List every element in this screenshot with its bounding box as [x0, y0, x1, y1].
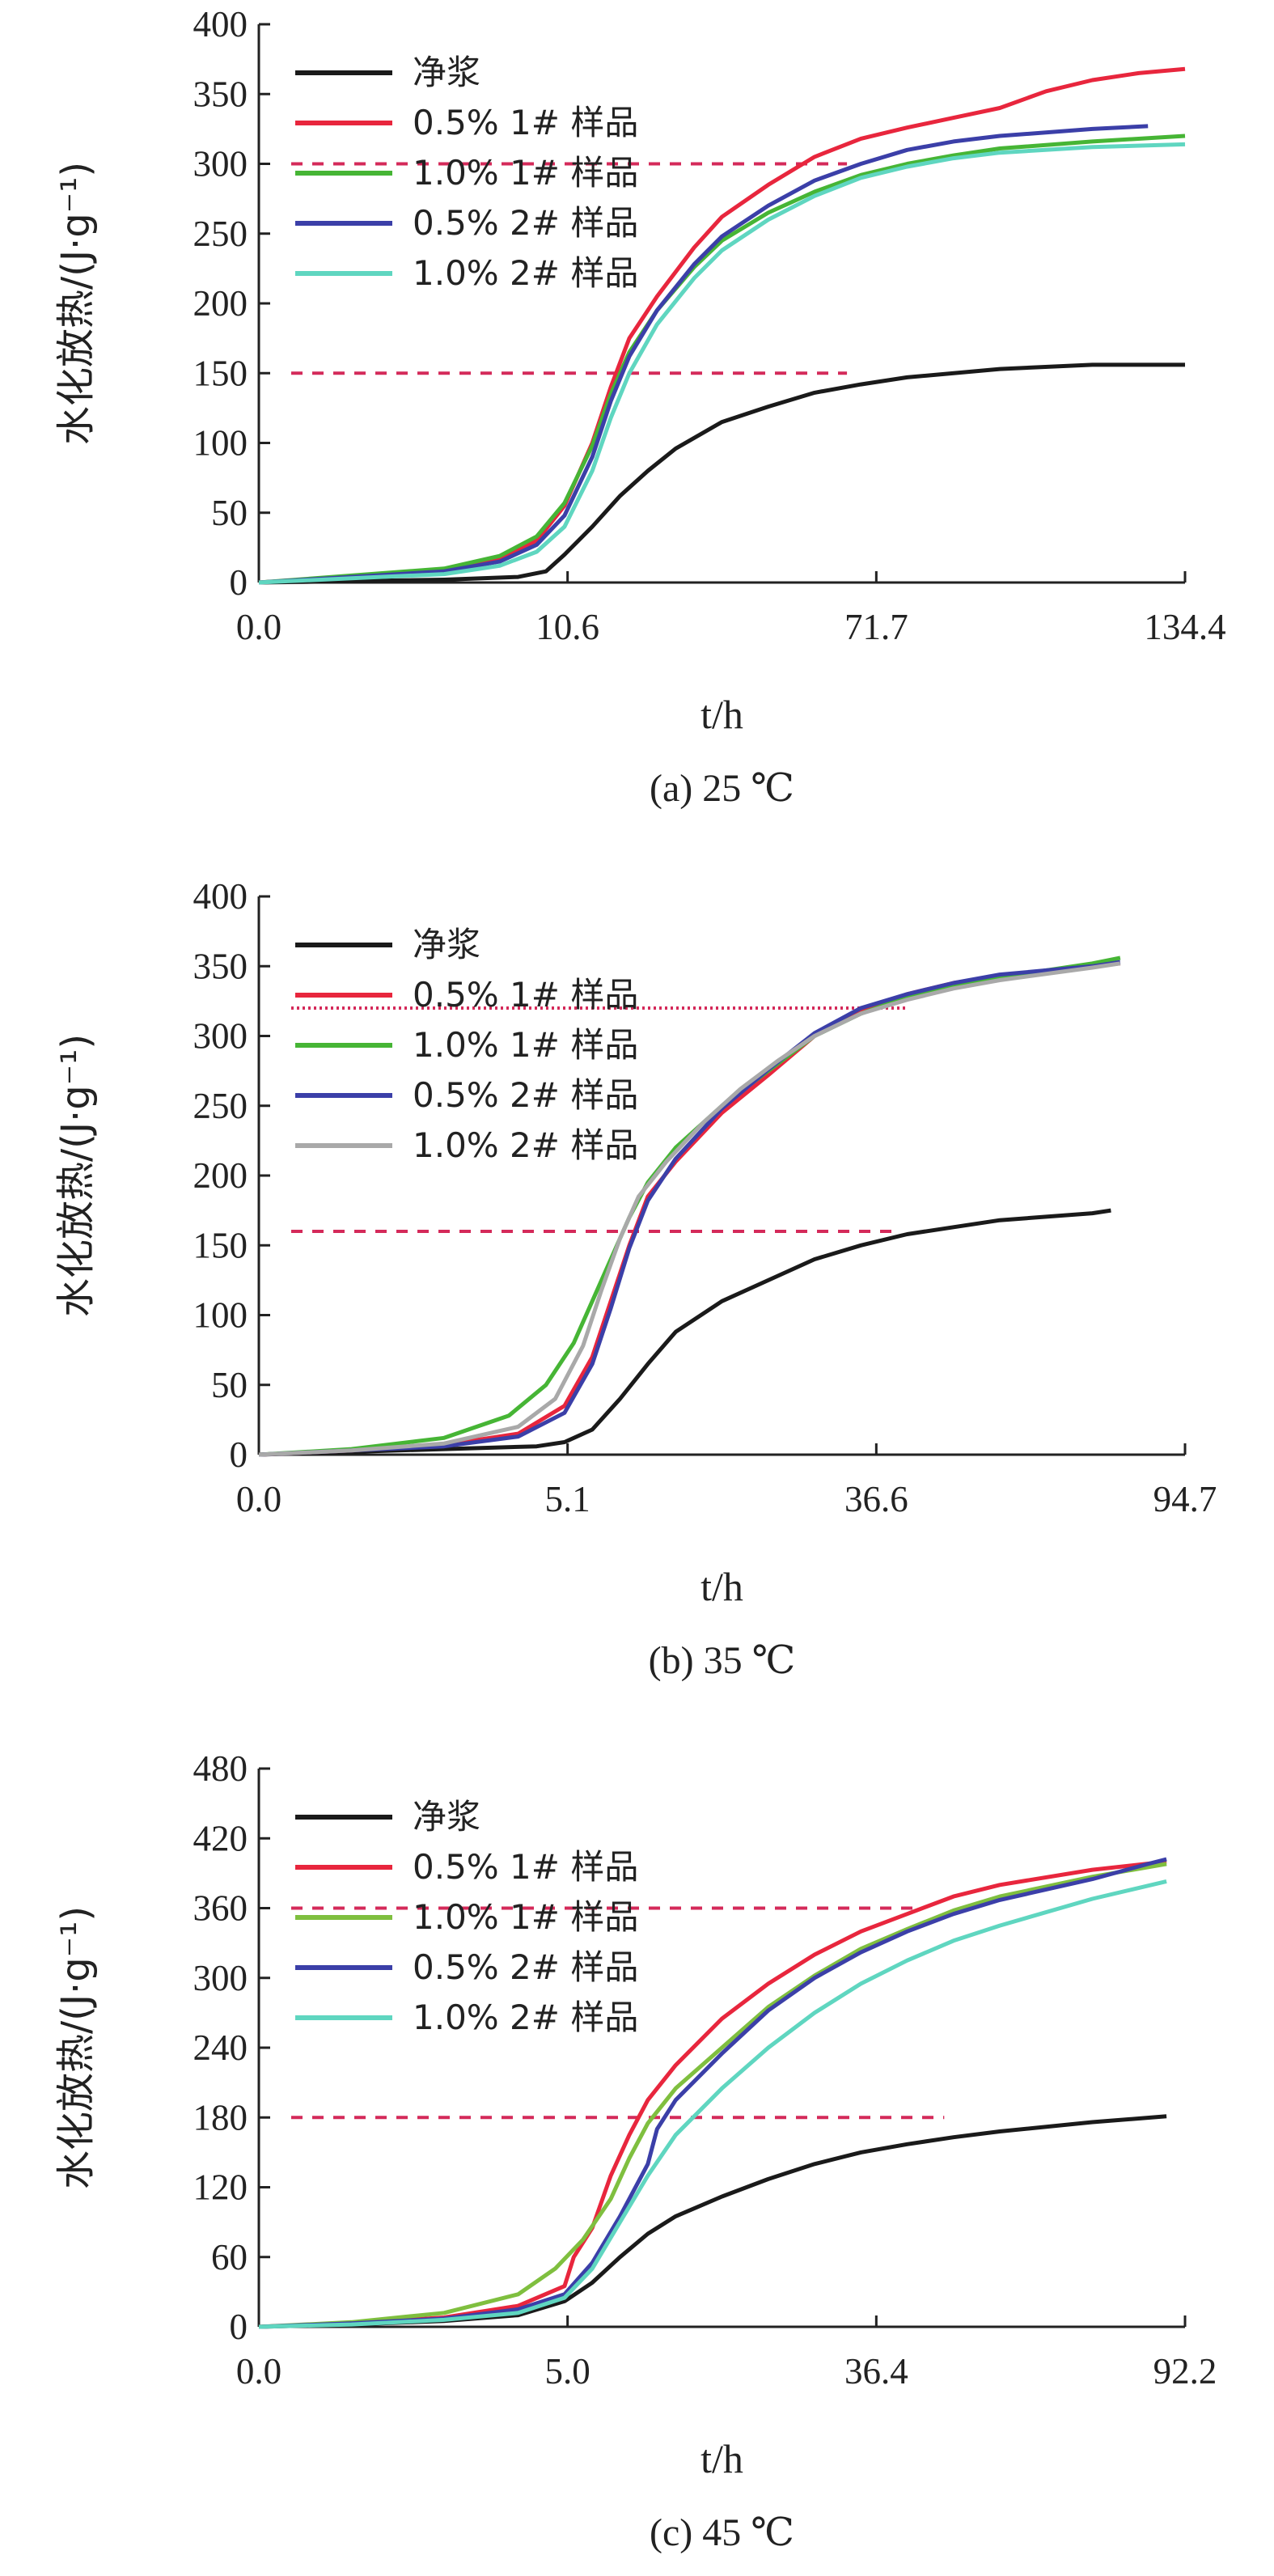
- x-tick-label: 5.0: [545, 2351, 590, 2392]
- y-tick-label: 420: [193, 1818, 248, 1858]
- x-tick-label: 36.4: [844, 2351, 908, 2392]
- legend-label: 0.5% 1# 样品: [413, 1847, 638, 1887]
- legend-label: 1.0% 1# 样品: [413, 1025, 638, 1065]
- panel-caption: (b) 35 ℃: [649, 1639, 796, 1682]
- y-tick-label: 200: [193, 1155, 248, 1196]
- y-tick-label: 300: [193, 1958, 248, 1998]
- legend-label: 0.5% 1# 样品: [413, 103, 638, 142]
- legend-label: 净浆: [413, 53, 480, 92]
- series-line-1: [258, 2114, 1167, 2329]
- series-line-1: [258, 362, 1185, 585]
- y-tick-label: 350: [193, 74, 248, 114]
- y-tick-label: 300: [193, 1016, 248, 1057]
- series-line-4: [258, 960, 1121, 1457]
- y-tick-label: 300: [193, 144, 248, 184]
- x-tick-label: 134.4: [1144, 607, 1225, 647]
- series-line-5: [258, 961, 1121, 1457]
- y-tick-label: 200: [193, 283, 248, 324]
- legend-label: 净浆: [413, 925, 480, 964]
- panel-caption: (c) 45 ℃: [650, 2511, 794, 2554]
- y-tick-label: 50: [211, 1365, 248, 1405]
- x-tick-label: 5.1: [545, 1479, 590, 1519]
- chart-panel-3: 0 60 120 180 240 300 360 420 480 0.0 5.0 36.4 92.2 净浆…: [53, 1748, 1217, 2554]
- series-line-4: [258, 124, 1149, 585]
- y-tick-label: 100: [193, 423, 248, 464]
- y-tick-label: 0: [230, 2307, 248, 2347]
- y-tick-label: 400: [193, 4, 248, 44]
- series-line-2: [258, 66, 1186, 585]
- y-axis-label: 水化放热/(J·g⁻¹): [53, 162, 99, 445]
- y-tick-label: 350: [193, 946, 248, 986]
- x-tick-label: 94.7: [1153, 1479, 1217, 1519]
- x-axis-label: t/h: [700, 2436, 743, 2481]
- legend-label: 净浆: [413, 1797, 480, 1837]
- y-tick-label: 150: [193, 1225, 248, 1265]
- y-tick-label: 250: [193, 214, 248, 254]
- y-tick-label: 50: [211, 493, 248, 533]
- x-axis-label: t/h: [700, 1564, 743, 1609]
- legend-label: 1.0% 2# 样品: [413, 1998, 638, 2037]
- y-tick-label: 240: [193, 2027, 248, 2068]
- legend-label: 0.5% 2# 样品: [413, 1947, 638, 1987]
- y-tick-label: 400: [193, 876, 248, 917]
- series-line-5: [258, 142, 1186, 585]
- series-line-4: [258, 1857, 1167, 2329]
- y-tick-label: 150: [193, 353, 248, 393]
- legend-label: 1.0% 2# 样品: [413, 1125, 638, 1165]
- x-tick-label: 10.6: [535, 607, 599, 647]
- series-line-2: [258, 1859, 1167, 2329]
- series-line-3: [258, 1862, 1167, 2329]
- chart-panel-1: 0 50 100 150 200 250 300 350 400 0.0 10.6 71.7 134.4…: [53, 4, 1226, 810]
- y-tick-label: 0: [230, 1434, 248, 1475]
- y-tick-label: 250: [193, 1086, 248, 1126]
- y-axis-label: 水化放热/(J·g⁻¹): [53, 1034, 99, 1317]
- legend-label: 0.5% 2# 样品: [413, 203, 638, 243]
- series-line-2: [258, 961, 1121, 1457]
- series-line-3: [258, 133, 1186, 585]
- legend-label: 0.5% 2# 样品: [413, 1075, 638, 1115]
- x-tick-label: 92.2: [1153, 2351, 1217, 2392]
- y-tick-label: 0: [230, 562, 248, 603]
- x-tick-label: 36.6: [844, 1479, 908, 1519]
- legend-label: 1.0% 1# 样品: [413, 153, 638, 193]
- chart-panel-2: 0 50 100 150 200 250 300 350 400 0.0 5.1 36.6 94.7 净浆…: [53, 876, 1217, 1682]
- y-tick-label: 360: [193, 1888, 248, 1929]
- series-line-1: [258, 1208, 1111, 1457]
- panel-caption: (a) 25 ℃: [650, 767, 794, 810]
- x-tick-label: 0.0: [236, 2351, 281, 2392]
- y-tick-label: 60: [211, 2237, 248, 2277]
- x-tick-label: 71.7: [844, 607, 908, 647]
- y-tick-label: 100: [193, 1295, 248, 1336]
- y-tick-label: 480: [193, 1748, 248, 1789]
- x-tick-label: 0.0: [236, 607, 281, 647]
- series-line-3: [258, 955, 1121, 1457]
- legend-label: 1.0% 2# 样品: [413, 253, 638, 293]
- y-axis-label: 水化放热/(J·g⁻¹): [53, 1906, 99, 2189]
- y-tick-label: 180: [193, 2097, 248, 2137]
- legend-label: 1.0% 1# 样品: [413, 1897, 638, 1937]
- x-axis-label: t/h: [700, 692, 743, 737]
- legend-label: 0.5% 1# 样品: [413, 975, 638, 1015]
- x-tick-label: 0.0: [236, 1479, 281, 1519]
- series-line-5: [258, 1879, 1167, 2329]
- y-tick-label: 120: [193, 2167, 248, 2208]
